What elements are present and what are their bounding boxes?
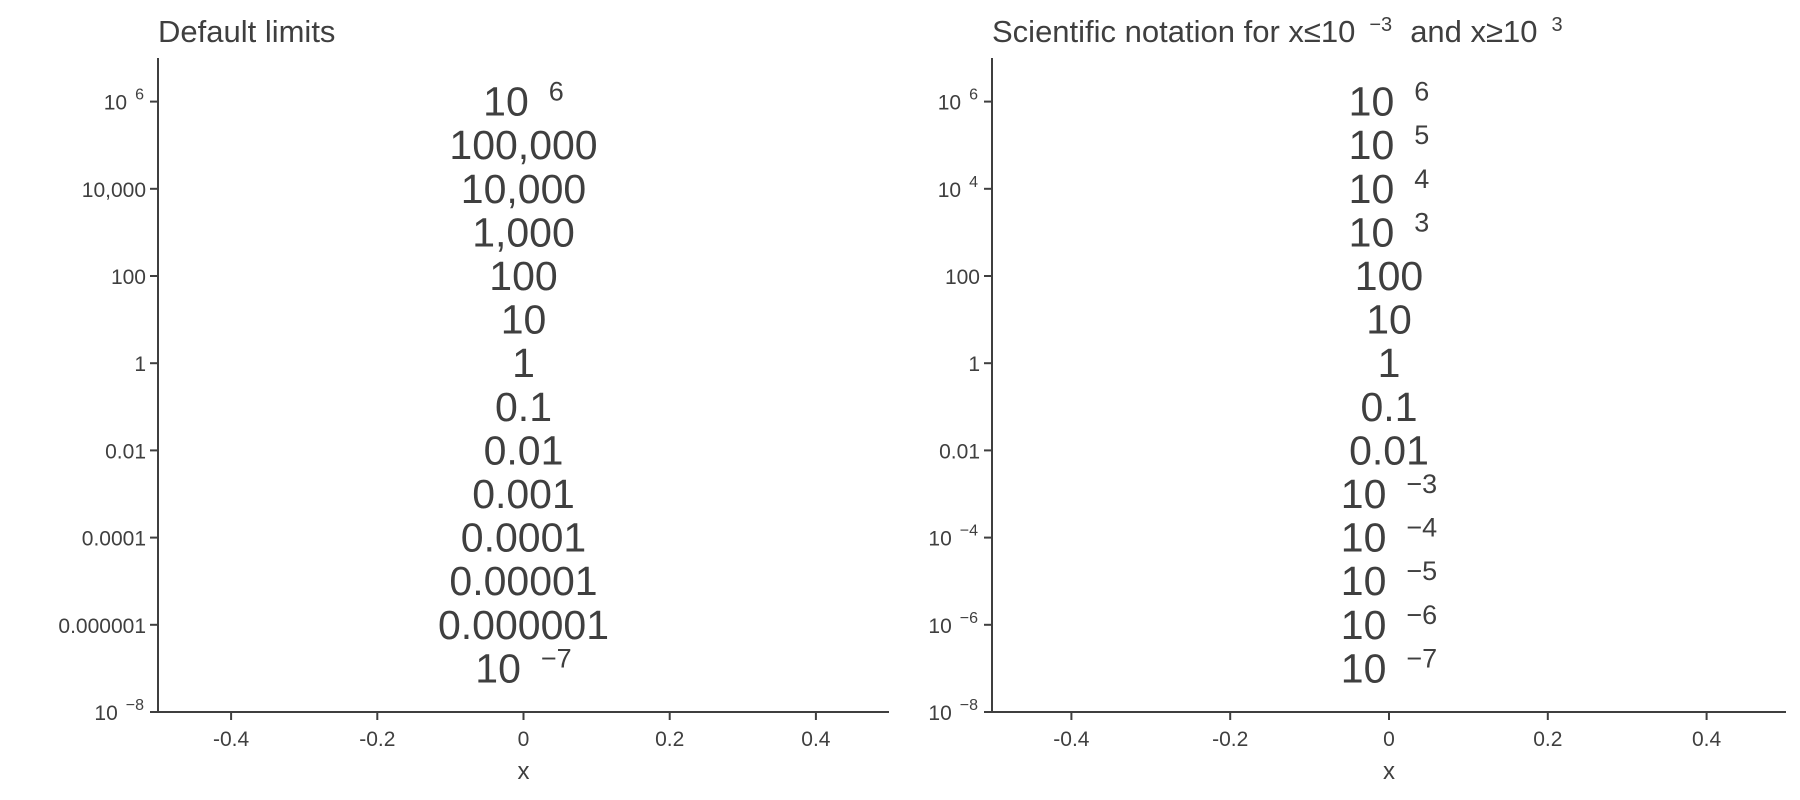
x-axis-label: x xyxy=(1383,758,1395,785)
data-point-label: 1 xyxy=(1378,340,1401,386)
y-tick-label: 0.01 xyxy=(939,440,980,463)
data-point-label: 0.01 xyxy=(484,427,564,473)
data-point-label: 100,000 xyxy=(449,122,597,168)
x-tick-label: 0 xyxy=(1383,728,1395,751)
data-point-label: 0.0001 xyxy=(461,515,586,561)
x-tick-label: -0.2 xyxy=(1212,728,1248,751)
y-tick-label: 10 −4 xyxy=(928,523,978,551)
chart-panel-2: Scientific notation for x≤10 −3 and x≥10 3 1… xyxy=(928,14,1786,785)
y-tick-label: 0.01 xyxy=(105,440,146,463)
data-point-label: 10 −3 xyxy=(1341,469,1437,517)
y-tick-label: 1 xyxy=(968,353,980,376)
data-point-label: 10 −7 xyxy=(1341,643,1437,691)
y-tick-label: 1 xyxy=(134,353,146,376)
x-tick-label: 0.2 xyxy=(655,728,684,751)
y-tick-label: 10 6 xyxy=(938,87,978,115)
data-point-label: 10 4 xyxy=(1349,164,1430,212)
data-point-label: 10 −6 xyxy=(1341,600,1437,648)
x-tick-label: 0 xyxy=(518,728,530,751)
x-tick-label: 0.4 xyxy=(801,728,831,751)
data-point-label: 1 xyxy=(512,340,535,386)
data-point-label: 0.000001 xyxy=(438,602,609,648)
data-point-label: 10 6 xyxy=(483,77,564,125)
data-point-label: 0.01 xyxy=(1349,427,1429,473)
data-point-label: 0.1 xyxy=(495,384,552,430)
y-tick-label: 10 −6 xyxy=(928,610,978,638)
y-tick-label: 10 4 xyxy=(938,174,978,202)
data-point-label: 100 xyxy=(489,253,557,299)
data-point-label: 10 6 xyxy=(1349,77,1430,125)
x-tick-label: 0.2 xyxy=(1533,728,1562,751)
y-tick-label: 0.000001 xyxy=(58,615,146,638)
chart-title: Scientific notation for x≤10 −3 and x≥10 3 xyxy=(992,14,1563,49)
data-point-label: 1,000 xyxy=(472,209,575,255)
x-axis-label: x xyxy=(518,758,530,785)
data-point-label: 10 3 xyxy=(1349,207,1430,255)
data-point-label: 10 −5 xyxy=(1341,556,1437,604)
data-point-label: 10 −7 xyxy=(475,643,571,691)
y-tick-label: 10 6 xyxy=(104,87,144,115)
chart-title: Default limits xyxy=(158,14,335,49)
data-point-label: 10 5 xyxy=(1349,120,1430,168)
y-tick-label: 10 −8 xyxy=(928,697,978,725)
data-point-label: 10,000 xyxy=(461,166,586,212)
y-tick-label: 100 xyxy=(945,266,980,289)
y-tick-label: 10 −8 xyxy=(94,697,144,725)
y-tick-label: 100 xyxy=(111,266,146,289)
data-point-label: 0.1 xyxy=(1361,384,1418,430)
data-point-label: 0.001 xyxy=(472,471,575,517)
data-point-label: 100 xyxy=(1355,253,1423,299)
x-tick-label: -0.4 xyxy=(1053,728,1090,751)
y-tick-label: 0.0001 xyxy=(82,528,146,551)
x-tick-label: -0.2 xyxy=(359,728,395,751)
y-tick-label: 10,000 xyxy=(82,179,146,202)
data-point-label: 10 xyxy=(501,297,547,343)
data-point-label: 10 −4 xyxy=(1341,513,1437,561)
data-point-label: 10 xyxy=(1366,297,1412,343)
data-point-label: 0.00001 xyxy=(449,558,597,604)
x-tick-label: -0.4 xyxy=(213,728,250,751)
x-tick-label: 0.4 xyxy=(1692,728,1722,751)
